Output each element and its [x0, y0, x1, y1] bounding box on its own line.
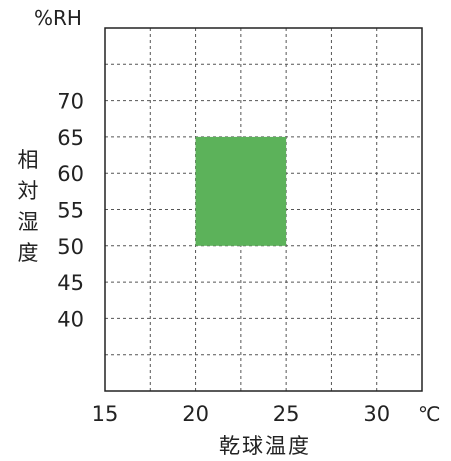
y-tick-label: 55 — [57, 199, 84, 223]
x-tick-label: 30 — [363, 402, 390, 426]
y-tick-label: 70 — [57, 90, 84, 114]
y-tick-label: 50 — [57, 235, 84, 259]
x-axis-title: 乾球温度 — [219, 434, 311, 458]
y-tick-labels: 40 45 50 55 60 65 70 — [57, 90, 84, 332]
y-unit-label: %RH — [34, 6, 82, 30]
x-tick-label: 20 — [182, 402, 209, 426]
y-tick-label: 60 — [57, 162, 84, 186]
x-tick-label: 15 — [92, 402, 119, 426]
y-tick-label: 45 — [57, 271, 84, 295]
y-tick-label: 65 — [57, 126, 84, 150]
region-layer — [196, 137, 287, 246]
x-tick-label: 25 — [273, 402, 300, 426]
x-unit-label: ℃ — [418, 402, 440, 426]
comfort-zone-region — [196, 137, 287, 246]
x-tick-labels: 15 20 25 30 — [92, 402, 390, 426]
y-axis-title-text: 相対湿度 — [18, 148, 39, 265]
y-axis-title: 相対湿度 — [18, 148, 39, 265]
y-tick-label: 40 — [57, 307, 84, 331]
